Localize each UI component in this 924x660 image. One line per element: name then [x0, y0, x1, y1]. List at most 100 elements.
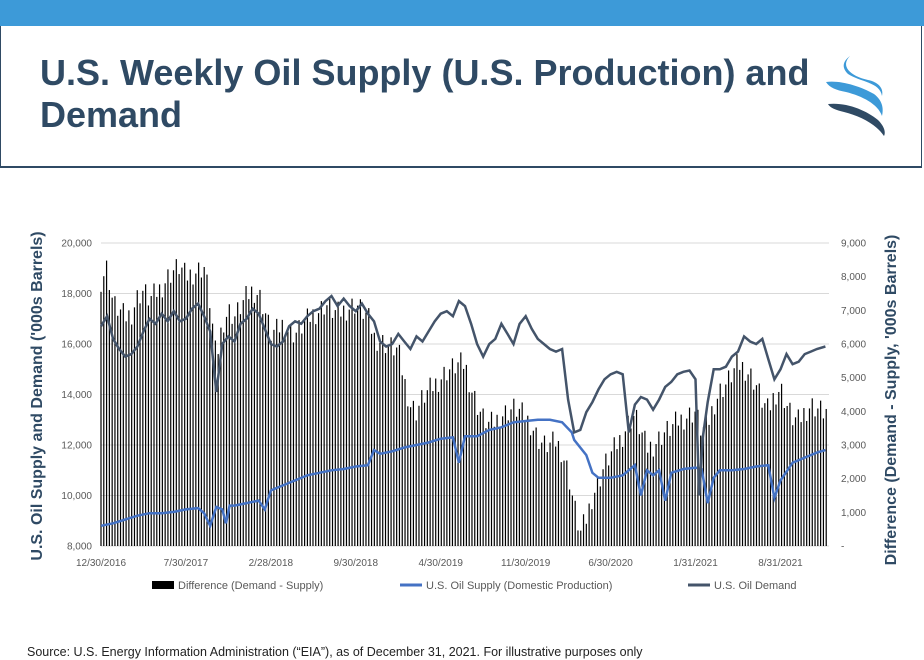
- difference-bar: [203, 266, 205, 546]
- difference-bar: [100, 291, 102, 546]
- difference-bar: [633, 415, 635, 546]
- difference-bar: [521, 402, 523, 546]
- difference-bar: [778, 391, 780, 546]
- difference-bar: [379, 342, 381, 546]
- difference-bar: [245, 286, 247, 546]
- difference-bar: [276, 318, 278, 546]
- difference-bar: [117, 315, 119, 546]
- difference-bar: [727, 370, 730, 546]
- difference-bar: [661, 444, 663, 546]
- difference-bar: [669, 435, 671, 546]
- difference-bar: [591, 509, 593, 546]
- x-tick-label: 6/30/2020: [588, 558, 633, 569]
- difference-bar: [772, 393, 774, 546]
- difference-bar: [677, 425, 679, 546]
- difference-bar: [541, 442, 543, 546]
- difference-bar: [688, 407, 691, 546]
- difference-bar: [373, 332, 375, 546]
- x-tick-label: 8/31/2021: [758, 558, 803, 569]
- difference-bar: [686, 418, 688, 546]
- difference-bar: [621, 446, 624, 546]
- difference-bar: [674, 411, 677, 546]
- difference-bar: [555, 446, 557, 546]
- difference-bar: [800, 422, 802, 546]
- difference-bar: [437, 391, 440, 546]
- difference-bar: [200, 277, 203, 546]
- right-tick-label: 4,000: [841, 407, 866, 418]
- difference-bar: [560, 462, 562, 546]
- difference-bar: [206, 274, 208, 546]
- right-tick-label: 9,000: [841, 239, 866, 250]
- difference-bar: [518, 408, 520, 546]
- right-tick-label: 1,000: [841, 508, 866, 519]
- difference-bar: [691, 422, 693, 546]
- difference-bar: [382, 335, 384, 546]
- difference-bar: [407, 406, 409, 546]
- difference-bar: [184, 262, 186, 546]
- left-tick-label: 16,000: [61, 340, 92, 351]
- difference-bar: [435, 378, 437, 546]
- difference-bar: [708, 424, 710, 546]
- legend: Difference (Demand - Supply) U.S. Oil Sup…: [152, 580, 797, 592]
- difference-bar: [663, 432, 666, 546]
- difference-bar: [585, 523, 587, 546]
- right-tick-label: 2,000: [841, 474, 866, 485]
- difference-bar: [566, 460, 568, 546]
- difference-bar: [527, 415, 529, 546]
- chart-area: 8,000 10,000 12,000 14,000 16,000 18,000 20,00…: [29, 231, 900, 592]
- difference-bar: [733, 368, 735, 546]
- difference-bar: [217, 354, 219, 546]
- difference-bar: [401, 375, 403, 546]
- difference-bar: [806, 420, 808, 546]
- right-tick-label: 3,000: [841, 441, 866, 452]
- difference-bar: [273, 329, 275, 546]
- difference-bar: [365, 312, 367, 546]
- difference-bar: [432, 391, 434, 546]
- difference-bar: [119, 309, 122, 546]
- difference-bar: [630, 428, 632, 546]
- difference-bar: [557, 440, 560, 546]
- difference-bar: [239, 314, 242, 546]
- difference-bar: [546, 452, 548, 546]
- difference-bar: [298, 320, 300, 546]
- difference-bar: [750, 368, 752, 546]
- difference-bar: [524, 422, 526, 546]
- legend-swatch: [152, 581, 174, 589]
- difference-bar: [624, 431, 626, 546]
- difference-bar: [404, 379, 406, 546]
- difference-bar: [161, 297, 163, 546]
- difference-bar: [142, 290, 144, 546]
- difference-bar: [242, 300, 244, 546]
- difference-bar: [209, 308, 211, 546]
- difference-bar: [214, 340, 216, 546]
- difference-bar: [348, 309, 350, 546]
- difference-bar: [103, 276, 105, 546]
- difference-bar: [775, 404, 777, 546]
- difference-bar: [267, 314, 269, 546]
- difference-bar: [156, 296, 158, 546]
- left-tick-label: 20,000: [61, 239, 92, 250]
- difference-bar: [340, 316, 342, 546]
- difference-bar: [602, 469, 604, 546]
- difference-bar: [122, 303, 124, 546]
- x-tick-label: 11/30/2019: [501, 558, 551, 569]
- difference-bar: [237, 302, 239, 546]
- difference-bar: [490, 411, 493, 546]
- difference-bar: [580, 530, 582, 546]
- difference-bar: [251, 286, 253, 546]
- difference-bar: [125, 321, 127, 546]
- supply-line: [100, 418, 826, 530]
- x-axis-ticks: 12/30/2016 7/30/2017 2/28/2018 9/30/2018 4/3…: [76, 558, 803, 569]
- difference-bar: [133, 307, 136, 546]
- difference-bar: [516, 416, 518, 546]
- difference-bar: [825, 408, 827, 546]
- difference-bar: [108, 290, 110, 546]
- difference-bar: [167, 269, 169, 546]
- difference-bar: [571, 495, 573, 546]
- difference-bar: [758, 383, 760, 546]
- difference-bar: [482, 408, 484, 546]
- difference-bar: [529, 435, 532, 546]
- difference-bar: [158, 284, 161, 546]
- difference-bar: [488, 421, 490, 546]
- difference-bar: [418, 405, 420, 546]
